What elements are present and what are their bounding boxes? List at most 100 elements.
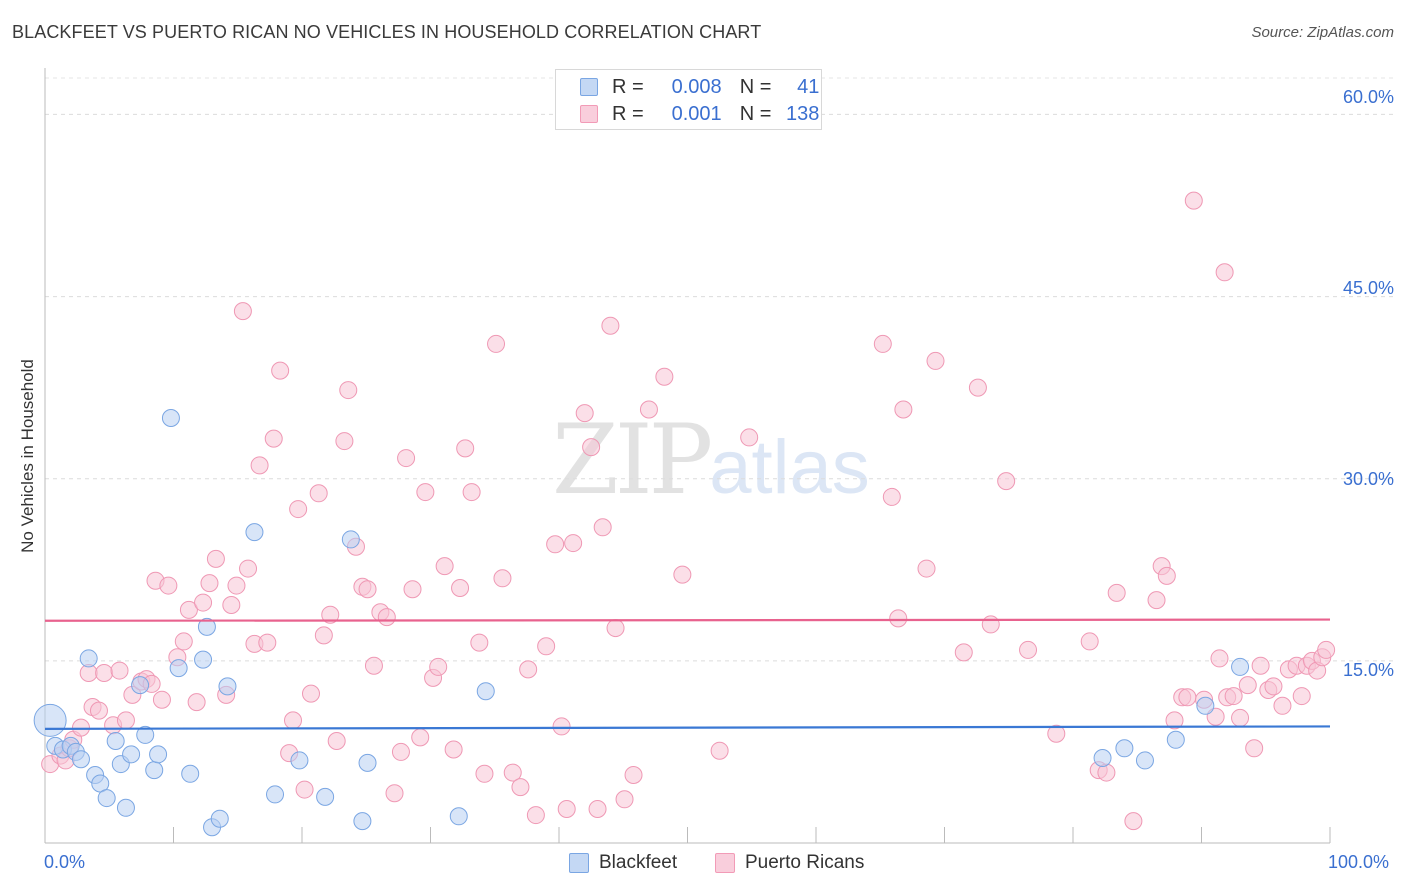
x-tick-label-max: 100.0%	[1328, 852, 1390, 872]
point-blackfeet-39	[1196, 696, 1215, 715]
point-puerto-ricans-25	[200, 574, 219, 593]
point-puerto-ricans-47	[339, 381, 358, 400]
point-puerto-ricans-110	[1147, 591, 1166, 610]
bottom-legend-swatch-puerto-ricans	[715, 853, 735, 873]
point-blackfeet-16	[145, 761, 164, 780]
point-puerto-ricans-66	[462, 483, 481, 502]
point-blackfeet-15	[136, 725, 155, 744]
watermark-zip: ZIP	[552, 404, 713, 516]
point-puerto-ricans-76	[546, 535, 565, 554]
point-puerto-ricans-80	[575, 404, 594, 423]
point-puerto-ricans-26	[206, 549, 225, 568]
point-puerto-ricans-12	[116, 711, 135, 730]
point-puerto-ricans-23	[187, 693, 206, 712]
point-puerto-ricans-73	[519, 660, 538, 679]
point-puerto-ricans-62	[435, 557, 454, 576]
point-puerto-ricans-77	[552, 717, 571, 736]
point-blackfeet-35	[1093, 749, 1112, 767]
point-puerto-ricans-109	[1124, 812, 1143, 831]
legend-n-label: N =	[739, 75, 772, 98]
source-label: Source: ZipAtlas.com	[1251, 24, 1394, 41]
legend-row-puerto-ricans: R = 0.001 N = 138	[580, 102, 819, 126]
point-puerto-ricans-35	[264, 429, 283, 448]
point-puerto-ricans-21	[174, 632, 193, 651]
point-puerto-ricans-54	[385, 784, 404, 803]
point-puerto-ricans-112	[1157, 566, 1176, 585]
point-blackfeet-32	[358, 753, 377, 772]
correlation-legend: R = 0.008 N = 41 R = 0.001 N = 138	[555, 69, 822, 130]
point-blackfeet-33	[449, 807, 468, 826]
point-puerto-ricans-57	[403, 580, 422, 599]
legend-r-value-puerto-ricans: 0.001	[671, 102, 722, 125]
point-puerto-ricans-70	[493, 569, 512, 588]
point-puerto-ricans-87	[624, 766, 643, 784]
y-tick-label-15: 15.0%	[1342, 660, 1394, 680]
point-blackfeet-22	[197, 617, 216, 636]
point-blackfeet-36	[1115, 739, 1134, 758]
point-blackfeet-9	[97, 789, 116, 808]
legend-r-label: R =	[612, 102, 644, 125]
point-puerto-ricans-30	[233, 302, 252, 321]
point-blackfeet-6	[79, 649, 98, 668]
point-puerto-ricans-33	[250, 456, 269, 475]
trend-line-blackfeet	[44, 725, 1331, 730]
point-puerto-ricans-29	[227, 576, 246, 595]
point-puerto-ricans-92	[740, 428, 759, 447]
point-puerto-ricans-83	[593, 518, 612, 537]
legend-r-label: R =	[612, 75, 644, 98]
chart-title: BLACKFEET VS PUERTO RICAN NO VEHICLES IN…	[12, 22, 762, 42]
point-puerto-ricans-120	[1215, 263, 1234, 282]
point-puerto-ricans-67	[470, 633, 489, 652]
point-puerto-ricans-90	[673, 565, 692, 584]
point-puerto-ricans-97	[917, 559, 936, 578]
point-puerto-ricans-69	[487, 334, 506, 353]
point-puerto-ricans-81	[582, 438, 601, 457]
point-blackfeet-26	[245, 523, 264, 542]
point-puerto-ricans-53	[377, 608, 396, 627]
point-blackfeet-27	[266, 785, 285, 804]
x-tick-label-min: 0.0%	[44, 852, 86, 872]
point-blackfeet-18	[161, 409, 180, 427]
point-puerto-ricans-82	[588, 800, 607, 818]
point-puerto-ricans-41	[301, 684, 320, 703]
point-blackfeet-13	[122, 745, 141, 764]
point-puerto-ricans-18	[152, 690, 171, 709]
point-puerto-ricans-86	[615, 790, 634, 809]
point-blackfeet-5	[71, 750, 90, 769]
point-puerto-ricans-93	[873, 334, 892, 353]
point-puerto-ricans-38	[284, 711, 303, 730]
point-puerto-ricans-39	[289, 500, 308, 519]
point-puerto-ricans-45	[327, 732, 346, 750]
point-puerto-ricans-19	[159, 576, 178, 595]
legend-n-value-puerto-ricans: 138	[786, 102, 820, 125]
point-blackfeet-10	[106, 732, 125, 750]
point-blackfeet-17	[149, 745, 168, 764]
bottom-legend-puerto-ricans: Puerto Ricans	[715, 852, 864, 874]
point-puerto-ricans-24	[194, 593, 213, 612]
point-puerto-ricans-9	[95, 664, 114, 682]
point-puerto-ricans-36	[271, 361, 290, 380]
point-blackfeet-34	[476, 682, 495, 701]
point-puerto-ricans-94	[882, 487, 901, 506]
point-puerto-ricans-56	[397, 449, 416, 468]
point-puerto-ricans-11	[110, 661, 129, 680]
point-puerto-ricans-119	[1210, 649, 1229, 668]
point-puerto-ricans-128	[1264, 677, 1283, 696]
point-blackfeet-29	[316, 787, 335, 806]
point-puerto-ricans-68	[475, 764, 494, 783]
point-puerto-ricans-78	[557, 800, 576, 818]
watermark-atlas: atlas	[709, 425, 870, 510]
point-puerto-ricans-63	[444, 740, 463, 759]
point-blackfeet-38	[1166, 730, 1185, 749]
point-puerto-ricans-61	[429, 657, 448, 676]
point-puerto-ricans-96	[894, 400, 913, 419]
point-blackfeet-31	[353, 812, 372, 831]
point-puerto-ricans-58	[411, 728, 430, 747]
point-blackfeet-0	[33, 703, 67, 737]
watermark: ZIPatlas	[552, 404, 870, 516]
point-puerto-ricans-65	[456, 439, 475, 458]
point-puerto-ricans-64	[451, 579, 470, 597]
point-puerto-ricans-98	[926, 351, 945, 370]
point-puerto-ricans-34	[258, 633, 277, 652]
